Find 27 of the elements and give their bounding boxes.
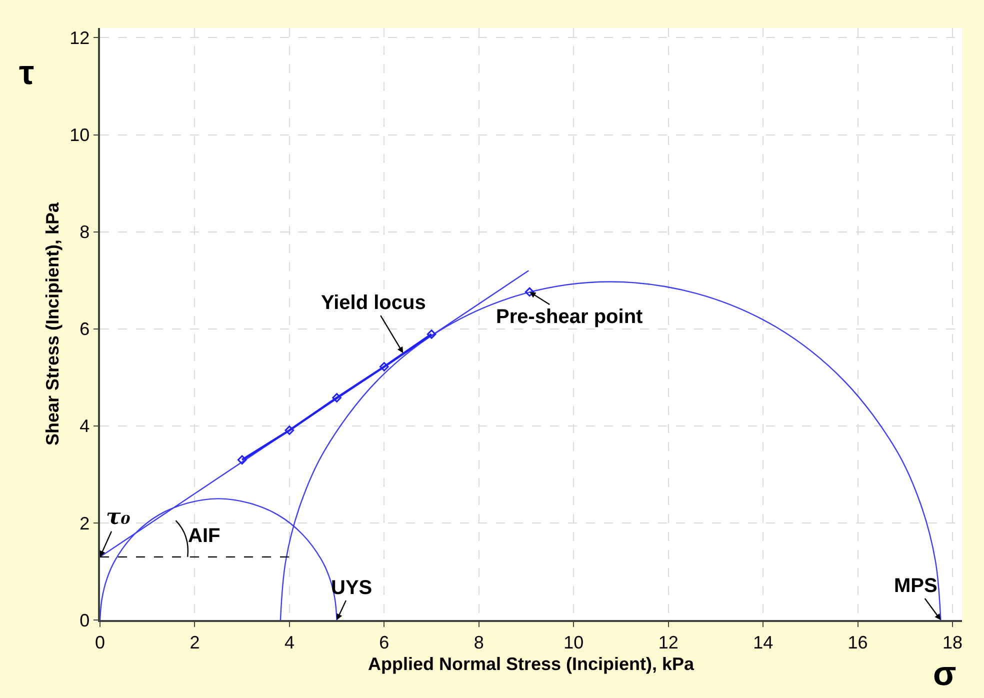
x-tick-label: 0 xyxy=(94,632,106,652)
y-tick-label: 0 xyxy=(80,610,90,630)
x-axis-title: Applied Normal Stress (Incipient), kPa xyxy=(368,654,696,674)
text: σ xyxy=(933,655,956,693)
annotation: MPS xyxy=(894,575,938,597)
x-tick-label: 14 xyxy=(753,632,774,652)
x-tick-label: 6 xyxy=(379,632,390,652)
y-tick-label: 10 xyxy=(70,125,90,146)
y-axis-title: Shear Stress (Incipient), kPa xyxy=(42,201,62,446)
y-tick-label: 6 xyxy=(80,319,90,340)
y-tick-label: 4 xyxy=(80,416,90,436)
annotation: Pre-shear point xyxy=(496,306,644,328)
x-tick-label: 18 xyxy=(942,632,963,652)
x-tick-label: 2 xyxy=(190,632,200,652)
text: τ xyxy=(19,54,34,92)
annotation: Yield locus xyxy=(321,292,426,314)
annotation: UYS xyxy=(331,577,372,599)
annotation: τ₀ xyxy=(106,504,131,530)
x-tick-label: 4 xyxy=(284,632,294,652)
x-tick-label: 10 xyxy=(564,632,584,652)
y-tick-label: 12 xyxy=(70,28,90,48)
y-tick-label: 8 xyxy=(80,222,90,242)
x-tick-label: 12 xyxy=(658,632,678,652)
annotation: AIF xyxy=(188,525,220,547)
y-tick-label: 2 xyxy=(80,513,90,534)
x-tick-label: 16 xyxy=(848,632,868,652)
x-tick-label: 8 xyxy=(474,632,484,652)
